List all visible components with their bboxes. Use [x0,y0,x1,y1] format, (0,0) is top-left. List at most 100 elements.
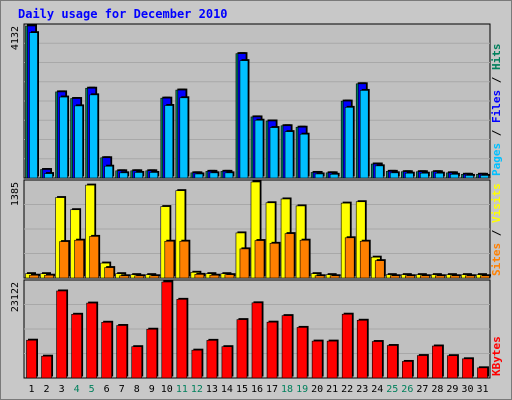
bar-pages-day-3 [59,96,68,179]
bar-pages-day-6 [104,165,113,179]
bar-kbytes-day-1 [26,339,37,379]
bar-shadow [466,274,476,277]
bar-kbytes-day-7 [116,325,127,379]
bar-shadow [391,274,401,277]
bar-sites-day-19 [299,239,310,279]
bar-sites-day-30 [465,275,475,279]
bar-pages-day-9 [149,172,159,179]
legend-part: / [490,70,503,90]
x-tick-label-day-6: 6 [104,384,110,395]
bar-kbytes-day-4 [71,314,82,379]
x-tick-label-day-10: 10 [161,384,173,395]
bar-sites-day-14 [224,274,235,279]
legend-hits_files_pages: Pages / Files / Hits [490,44,503,177]
bar-shadow [136,274,146,277]
bar-kbytes-day-3 [56,290,67,379]
bar-kbytes-day-30 [462,358,473,379]
x-tick-label-day-21: 21 [326,384,338,395]
bar-kbytes-day-14 [221,346,233,379]
bar-pages-day-1 [29,32,38,179]
bar-kbytes-day-9 [146,328,158,379]
y-max-label: 1385 [10,182,21,206]
bar-pages-day-26 [405,172,414,179]
y-max-label: 4132 [10,26,21,50]
x-tick-label-day-8: 8 [134,384,140,395]
bar-kbytes-day-24 [371,341,383,379]
bar-shadow [481,274,491,277]
bar-kbytes-day-25 [386,345,398,379]
bar-pages-day-20 [314,173,324,179]
bar-pages-day-4 [74,105,83,179]
x-tick-label-day-5: 5 [89,384,95,395]
x-tick-label-day-18: 18 [281,384,293,395]
bar-sites-day-18 [284,233,295,279]
bar-kbytes-day-16 [251,302,263,379]
bar-sites-day-26 [405,275,415,279]
bar-sites-day-13 [209,274,220,279]
bar-kbytes-day-13 [206,340,218,379]
bar-kbytes-day-15 [236,319,248,379]
x-tick-label-day-4: 4 [74,384,80,395]
bar-kbytes-day-5 [86,302,97,379]
bar-sites-day-11 [179,240,190,279]
bar-pages-day-18 [284,131,294,179]
bar-pages-day-21 [329,174,339,179]
x-tick-label-day-20: 20 [311,384,323,395]
bar-sites-day-10 [164,240,175,279]
x-tick-label-day-9: 9 [149,384,155,395]
bar-pages-day-7 [119,172,128,179]
bar-kbytes-day-29 [447,355,458,379]
bar-pages-day-22 [344,107,354,179]
bar-shadow [331,274,341,277]
bar-sites-day-2 [44,274,54,279]
legend-part: / [490,223,503,243]
bar-pages-day-17 [269,127,279,179]
bar-sites-day-22 [344,237,355,279]
bar-pages-day-5 [89,94,98,179]
bar-kbytes-day-12 [191,349,203,379]
x-tick-label-day-25: 25 [386,384,398,395]
bar-kbytes-day-2 [41,355,52,379]
x-tick-label-day-16: 16 [251,384,263,395]
bar-shadow [436,274,446,277]
legend-part: / [490,123,503,143]
bar-shadow [451,274,461,277]
bar-sites-day-25 [389,275,400,279]
panel-visits_sites: 1385 Sites / Visits [10,179,503,279]
x-tick-label-day-11: 11 [176,384,188,395]
bar-kbytes-day-28 [432,345,443,379]
bar-kbytes-day-6 [101,321,112,379]
bar-pages-day-13 [209,172,219,179]
bar-pages-day-2 [44,173,53,179]
legend-part: Visits [490,183,503,223]
x-tick-label-day-23: 23 [356,384,368,395]
bar-kbytes-day-11 [176,299,188,379]
bar-pages-day-28 [435,172,444,179]
legend-kbytes: KBytes [490,336,503,376]
bar-pages-day-11 [179,97,189,179]
bar-pages-day-23 [359,90,369,179]
bar-kbytes-day-26 [402,361,413,379]
bar-kbytes-day-8 [131,346,143,379]
bar-sites-day-1 [29,274,39,279]
x-tick-label-day-30: 30 [461,384,473,395]
bar-pages-day-24 [374,165,384,179]
x-tick-label-day-12: 12 [191,384,203,395]
x-tick-label-day-14: 14 [221,384,233,395]
bar-sites-day-3 [59,241,69,279]
bar-pages-day-19 [299,133,309,179]
bar-sites-day-31 [480,275,490,279]
bar-shadow [121,274,131,277]
bar-sites-day-15 [239,248,250,279]
bar-pages-day-16 [254,119,264,179]
bar-sites-day-6 [104,267,114,279]
panel-hits_files_pages: 4132 Pages / Files / Hits [10,23,503,179]
x-tick-label-day-31: 31 [476,384,488,395]
bar-sites-day-20 [314,275,325,279]
bar-kbytes-day-27 [417,355,428,379]
chart-title: Daily usage for December 2010 [18,7,228,21]
bar-kbytes-day-21 [326,340,338,379]
bar-pages-day-30 [465,175,474,179]
bar-kbytes-day-18 [281,315,293,379]
bar-kbytes-day-23 [356,319,368,379]
